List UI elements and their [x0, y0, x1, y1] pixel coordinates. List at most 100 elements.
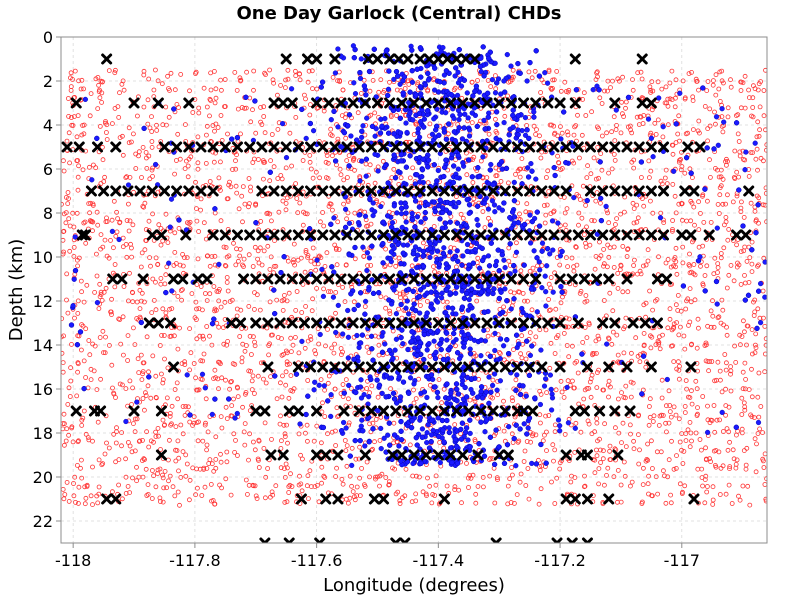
- red-point: [743, 280, 748, 286]
- red-point: [719, 68, 725, 74]
- blue-point: [297, 421, 303, 427]
- red-point: [466, 485, 471, 490]
- red-point: [79, 422, 85, 428]
- red-point: [629, 130, 635, 136]
- red-point: [191, 361, 197, 366]
- red-point: [120, 314, 126, 320]
- red-point: [158, 275, 164, 281]
- red-point: [137, 438, 143, 444]
- red-point: [379, 471, 385, 477]
- red-point: [627, 422, 633, 428]
- red-point: [617, 267, 623, 273]
- red-point: [172, 493, 178, 499]
- red-point: [704, 263, 710, 269]
- red-point: [198, 196, 204, 202]
- red-point: [660, 332, 665, 338]
- red-point: [207, 96, 213, 102]
- red-point: [153, 395, 159, 401]
- red-point: [596, 481, 601, 487]
- red-point: [66, 114, 71, 119]
- red-point: [394, 113, 399, 118]
- red-point: [344, 175, 350, 180]
- red-open-circles-series: [61, 67, 767, 508]
- red-point: [380, 158, 386, 164]
- red-point: [145, 121, 151, 127]
- red-point: [605, 465, 611, 471]
- red-point: [741, 248, 747, 254]
- red-point: [279, 394, 285, 400]
- red-point: [641, 330, 647, 336]
- red-point: [653, 298, 658, 304]
- red-point: [212, 501, 218, 507]
- red-point: [610, 329, 616, 335]
- red-point: [247, 408, 253, 414]
- red-point: [699, 466, 705, 472]
- red-point: [365, 334, 370, 340]
- red-point: [187, 477, 193, 483]
- red-point: [656, 422, 662, 428]
- red-point: [146, 76, 152, 82]
- red-point: [233, 166, 239, 172]
- blue-point: [557, 428, 563, 434]
- red-point: [544, 448, 549, 454]
- red-point: [268, 374, 274, 380]
- red-point: [383, 475, 389, 480]
- blue-point: [426, 341, 432, 347]
- red-point: [595, 333, 601, 339]
- red-point: [665, 474, 671, 480]
- red-point: [160, 499, 166, 505]
- red-point: [621, 350, 627, 356]
- red-point: [603, 313, 609, 319]
- red-point: [755, 306, 761, 312]
- red-point: [62, 421, 67, 427]
- red-point: [551, 208, 557, 214]
- red-point: [221, 244, 227, 250]
- red-point: [370, 446, 376, 452]
- red-point: [281, 292, 287, 298]
- red-point: [285, 76, 291, 82]
- red-point: [733, 359, 739, 365]
- red-point: [740, 386, 746, 392]
- blue-point: [411, 381, 417, 387]
- red-point: [99, 297, 105, 303]
- red-point: [673, 140, 679, 146]
- red-point: [193, 179, 198, 185]
- red-point: [109, 362, 115, 368]
- blue-point: [704, 429, 711, 436]
- red-point: [490, 395, 495, 401]
- red-point: [684, 386, 689, 392]
- red-point: [97, 87, 102, 93]
- red-point: [121, 352, 126, 358]
- red-point: [763, 498, 767, 504]
- red-point: [511, 347, 516, 353]
- red-point: [739, 199, 744, 205]
- red-point: [124, 218, 130, 223]
- red-point: [62, 442, 67, 448]
- red-point: [732, 343, 737, 349]
- red-point: [600, 387, 606, 393]
- red-point: [665, 122, 671, 128]
- red-point: [242, 201, 248, 207]
- red-point: [550, 86, 555, 91]
- red-point: [75, 439, 81, 445]
- red-point: [671, 359, 677, 365]
- red-point: [373, 474, 378, 480]
- red-point: [645, 247, 651, 253]
- red-point: [139, 290, 145, 296]
- red-point: [643, 458, 649, 464]
- red-point: [631, 263, 636, 268]
- red-point: [701, 219, 707, 225]
- red-point: [145, 491, 151, 497]
- red-point: [202, 484, 208, 490]
- blue-point: [590, 87, 596, 93]
- red-point: [393, 263, 399, 269]
- red-point: [416, 474, 422, 480]
- red-point: [681, 333, 687, 339]
- red-point: [193, 206, 199, 212]
- red-point: [748, 150, 754, 155]
- blue-point: [455, 166, 461, 172]
- red-point: [368, 112, 374, 118]
- red-point: [674, 320, 679, 326]
- red-point: [194, 218, 200, 224]
- red-point: [350, 157, 356, 163]
